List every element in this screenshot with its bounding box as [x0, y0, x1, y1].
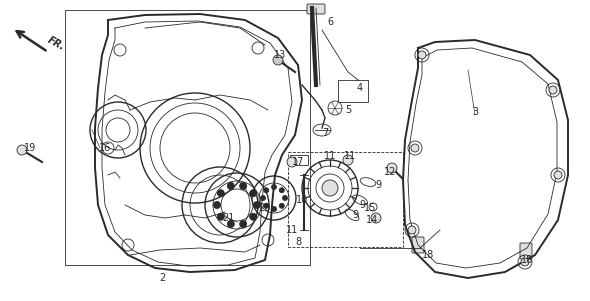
Text: 7: 7: [322, 128, 328, 138]
Circle shape: [549, 86, 557, 94]
Text: 9: 9: [375, 180, 381, 190]
Text: 13: 13: [274, 50, 286, 60]
Circle shape: [279, 188, 284, 193]
Circle shape: [217, 190, 224, 197]
Text: 12: 12: [384, 167, 396, 177]
Text: 3: 3: [472, 107, 478, 117]
Circle shape: [387, 163, 397, 173]
Text: 18: 18: [521, 255, 533, 265]
Circle shape: [271, 185, 277, 190]
Circle shape: [322, 180, 338, 196]
Circle shape: [227, 221, 234, 228]
Circle shape: [217, 213, 224, 220]
Circle shape: [418, 51, 426, 59]
Text: 19: 19: [24, 143, 36, 153]
Circle shape: [264, 188, 268, 193]
Bar: [338, 80, 368, 102]
Bar: [288, 152, 403, 247]
Circle shape: [240, 182, 247, 189]
Circle shape: [254, 201, 261, 209]
Text: FR.: FR.: [46, 35, 67, 53]
Text: 11: 11: [344, 151, 356, 161]
Circle shape: [271, 206, 277, 212]
Circle shape: [250, 190, 257, 197]
Text: 20: 20: [258, 203, 270, 213]
Circle shape: [264, 203, 268, 208]
Text: 9: 9: [352, 210, 358, 220]
Text: 14: 14: [366, 215, 378, 225]
Text: 18: 18: [422, 250, 434, 260]
Circle shape: [214, 201, 221, 209]
Text: 2: 2: [159, 273, 165, 283]
Text: 17: 17: [292, 157, 304, 167]
Circle shape: [408, 226, 416, 234]
Bar: [65, 10, 310, 265]
Circle shape: [343, 155, 353, 165]
Text: 15: 15: [364, 203, 376, 213]
Circle shape: [17, 145, 27, 155]
Circle shape: [554, 171, 562, 179]
FancyBboxPatch shape: [307, 4, 325, 14]
Circle shape: [273, 55, 283, 65]
Circle shape: [411, 144, 419, 152]
Text: 11: 11: [324, 151, 336, 161]
FancyBboxPatch shape: [412, 237, 424, 253]
Circle shape: [261, 196, 266, 200]
Text: 9: 9: [359, 200, 365, 210]
Circle shape: [227, 182, 234, 189]
Circle shape: [250, 213, 257, 220]
Bar: [290, 155, 308, 165]
Circle shape: [521, 258, 529, 266]
Text: 5: 5: [345, 105, 351, 115]
Circle shape: [371, 213, 381, 223]
Circle shape: [287, 157, 297, 167]
Text: 4: 4: [357, 83, 363, 93]
Text: 16: 16: [99, 143, 111, 153]
Circle shape: [279, 203, 284, 208]
Text: 10: 10: [296, 195, 308, 205]
Text: 8: 8: [295, 237, 301, 247]
Circle shape: [240, 221, 247, 228]
Text: 21: 21: [222, 213, 234, 223]
Text: 6: 6: [327, 17, 333, 27]
Circle shape: [283, 196, 287, 200]
FancyBboxPatch shape: [520, 243, 532, 259]
Text: 11: 11: [286, 225, 298, 235]
